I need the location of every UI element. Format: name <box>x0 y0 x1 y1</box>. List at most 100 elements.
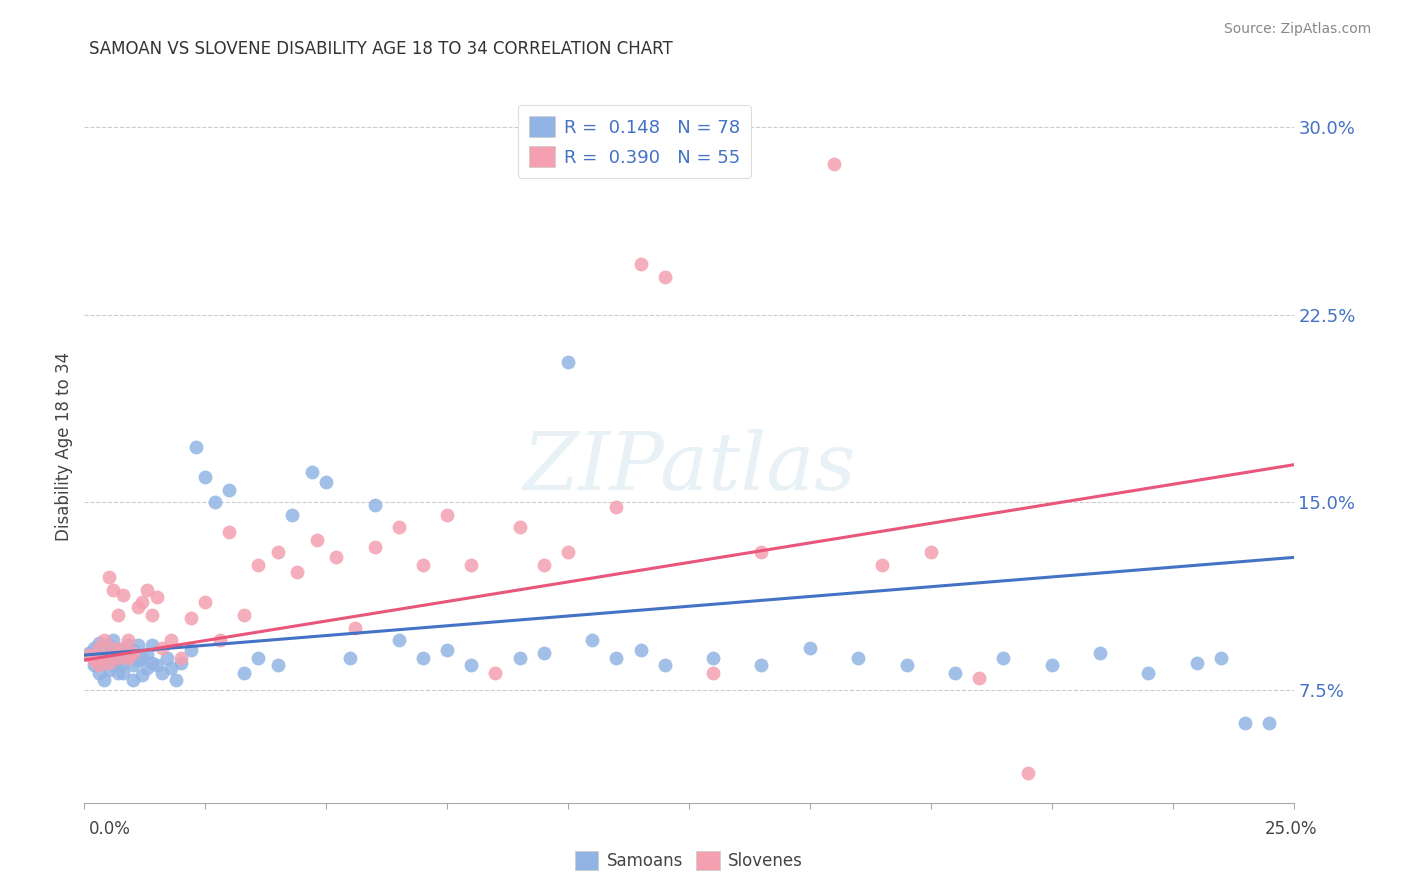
Point <box>131 668 153 682</box>
Point <box>1209 650 1232 665</box>
Point <box>136 582 159 597</box>
Point <box>146 658 169 673</box>
Point <box>557 355 579 369</box>
Point <box>1234 715 1257 730</box>
Point <box>509 650 531 665</box>
Point <box>1017 765 1039 780</box>
Point <box>131 595 153 609</box>
Point <box>581 633 603 648</box>
Point <box>388 633 411 648</box>
Point <box>967 671 990 685</box>
Point <box>146 591 169 605</box>
Point <box>121 646 143 660</box>
Text: SAMOAN VS SLOVENE DISABILITY AGE 18 TO 34 CORRELATION CHART: SAMOAN VS SLOVENE DISABILITY AGE 18 TO 3… <box>89 40 672 58</box>
Y-axis label: Disability Age 18 to 34: Disability Age 18 to 34 <box>55 351 73 541</box>
Point <box>702 665 724 680</box>
Point <box>233 665 256 680</box>
Point <box>194 595 217 609</box>
Point <box>141 607 163 622</box>
Point <box>1040 658 1063 673</box>
Point <box>107 665 129 680</box>
Point <box>557 545 579 559</box>
Point <box>93 673 115 687</box>
Point <box>117 650 139 665</box>
Point <box>872 558 894 572</box>
Point <box>97 663 120 677</box>
Point <box>155 650 177 665</box>
Point <box>103 633 125 648</box>
Point <box>267 545 290 559</box>
Point <box>388 520 411 534</box>
Point <box>267 658 290 673</box>
Point <box>363 498 385 512</box>
Point <box>363 541 385 555</box>
Point <box>117 633 139 648</box>
Point <box>121 643 143 657</box>
Point <box>751 658 773 673</box>
Point <box>285 566 308 580</box>
Point <box>136 648 159 662</box>
Point <box>97 570 120 584</box>
Point <box>112 648 135 662</box>
Point <box>170 650 193 665</box>
Point <box>1258 715 1281 730</box>
Point <box>150 665 173 680</box>
Point <box>339 650 361 665</box>
Point <box>943 665 966 680</box>
Point <box>77 648 100 662</box>
Point <box>160 633 183 648</box>
Point <box>218 483 240 497</box>
Point <box>112 588 135 602</box>
Point <box>165 673 187 687</box>
Point <box>107 607 129 622</box>
Point <box>208 633 231 648</box>
Point <box>97 653 120 667</box>
Point <box>103 648 125 662</box>
Point <box>117 650 139 665</box>
Point <box>436 643 458 657</box>
Point <box>83 658 105 673</box>
Text: ZIPatlas: ZIPatlas <box>522 429 856 506</box>
Point <box>131 650 153 665</box>
Point <box>896 658 918 673</box>
Point <box>107 643 129 657</box>
Point <box>150 640 173 655</box>
Point <box>121 673 143 687</box>
Point <box>127 600 149 615</box>
Legend: Samoans, Slovenes: Samoans, Slovenes <box>568 844 810 877</box>
Point <box>87 665 110 680</box>
Point <box>799 640 821 655</box>
Point <box>141 638 163 652</box>
Point <box>412 650 434 665</box>
Point <box>184 440 207 454</box>
Point <box>533 558 555 572</box>
Point <box>315 475 337 490</box>
Point <box>301 465 323 479</box>
Point <box>180 610 202 624</box>
Point <box>112 656 135 670</box>
Point <box>103 582 125 597</box>
Point <box>77 646 100 660</box>
Point <box>920 545 942 559</box>
Point <box>702 650 724 665</box>
Point <box>1088 646 1111 660</box>
Point <box>654 270 676 285</box>
Point <box>460 558 482 572</box>
Point <box>654 658 676 673</box>
Point <box>93 643 115 657</box>
Point <box>325 550 347 565</box>
Point <box>107 650 129 665</box>
Point <box>484 665 506 680</box>
Point <box>170 656 193 670</box>
Point <box>103 658 125 673</box>
Point <box>83 640 105 655</box>
Point <box>460 658 482 673</box>
Point <box>103 640 125 655</box>
Point <box>121 658 143 673</box>
Point <box>141 656 163 670</box>
Point <box>630 643 652 657</box>
Point <box>93 633 115 648</box>
Point <box>247 650 270 665</box>
Point <box>112 665 135 680</box>
Point <box>344 621 367 635</box>
